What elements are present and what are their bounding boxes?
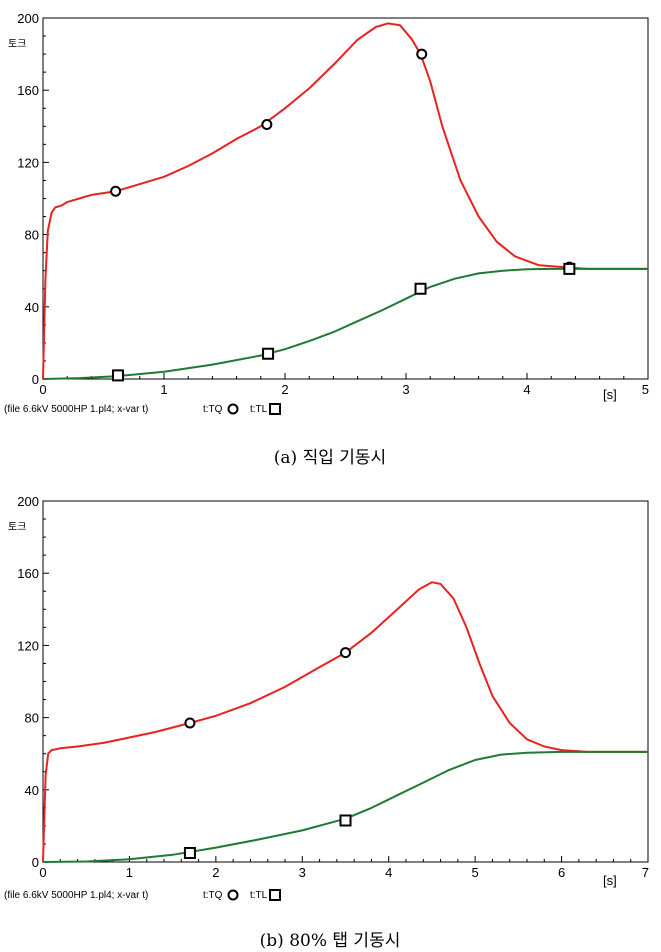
data-point-circle: [261, 118, 273, 130]
x-axis-unit: [s]: [603, 873, 617, 888]
file-footer: (file 6.6kV 5000HP 1.pl4; x-var t): [4, 404, 148, 415]
y-tick-label: 80: [25, 228, 39, 243]
data-point-square: [339, 814, 352, 827]
y-tick-label: 80: [25, 711, 39, 726]
x-tick-label: 4: [523, 382, 530, 397]
y-tick-label: 120: [17, 638, 39, 653]
plot-frame: [42, 500, 649, 863]
x-tick-label: 3: [402, 382, 409, 397]
y-tick-label: 200: [17, 11, 39, 26]
legend-label: t:TL: [250, 404, 268, 415]
x-tick-label: 2: [281, 382, 288, 397]
y-tick-label: 200: [17, 494, 39, 509]
data-point-square: [112, 369, 125, 382]
plot-frame: [42, 17, 649, 380]
x-tick-label: 6: [558, 865, 565, 880]
y-tick-label: 120: [17, 155, 39, 170]
x-tick-label: 5: [472, 865, 479, 880]
x-tick-label: 2: [212, 865, 219, 880]
legend-circle-icon: [227, 403, 239, 415]
data-point-square: [183, 846, 196, 859]
x-tick-label: 1: [126, 865, 133, 880]
y-axis-label: 토크: [8, 39, 26, 50]
y-tick-label: 0: [32, 372, 39, 387]
x-tick-label: 3: [299, 865, 306, 880]
data-point-square: [563, 262, 576, 275]
data-point-circle: [416, 48, 428, 60]
x-tick-label: 5: [642, 382, 649, 397]
x-tick-label: 0: [39, 382, 46, 397]
x-tick-label: 0: [39, 865, 46, 880]
legend-square-icon: [269, 889, 281, 901]
data-point-circle: [110, 185, 122, 197]
y-axis-label: 토크: [8, 522, 26, 533]
figure-caption: (a) 직입 기동시: [274, 448, 386, 468]
legend-label: t:TQ: [203, 404, 223, 415]
y-tick-label: 40: [25, 300, 39, 315]
x-tick-label: 4: [385, 865, 392, 880]
series-line-ttl: [42, 750, 648, 863]
legend-square-icon: [269, 403, 281, 415]
file-footer: (file 6.6kV 5000HP 1.pl4; x-var t): [4, 890, 148, 901]
data-point-circle: [340, 647, 351, 659]
legend-label: t:TL: [250, 890, 268, 901]
series-line-ttq: [42, 22, 648, 380]
data-point-square: [414, 282, 427, 295]
data-point-circle: [184, 717, 196, 729]
series-line-ttq: [42, 581, 648, 863]
y-tick-label: 160: [17, 566, 39, 581]
x-tick-label: 1: [160, 382, 167, 397]
x-axis-unit: [s]: [603, 387, 617, 402]
x-tick-label: 7: [642, 865, 649, 880]
y-tick-label: 40: [25, 783, 39, 798]
legend-label: t:TQ: [203, 890, 223, 901]
legend-circle-icon: [227, 889, 239, 901]
series-line-ttl: [42, 267, 648, 380]
y-tick-label: 0: [32, 855, 39, 870]
y-tick-label: 160: [17, 83, 39, 98]
figure-caption: (b) 80% 탭 기동시: [260, 931, 401, 951]
data-point-square: [262, 347, 275, 360]
